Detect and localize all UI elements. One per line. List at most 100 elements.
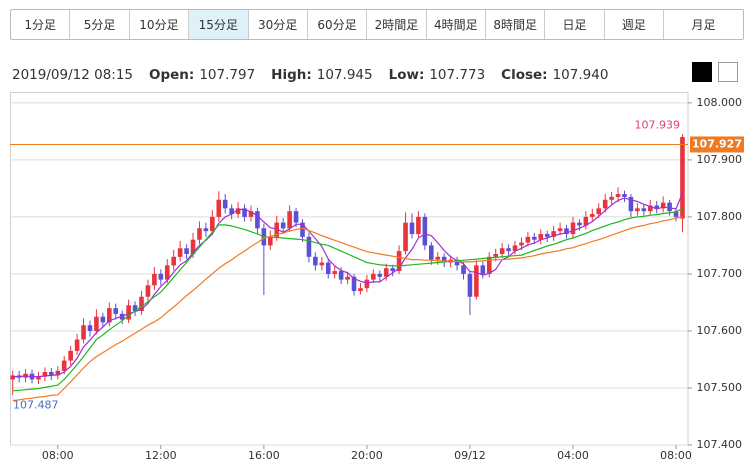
x-tick-label: 12:00 bbox=[145, 449, 177, 462]
candle-body bbox=[248, 211, 254, 217]
candle-body bbox=[371, 273, 376, 280]
candle-body bbox=[158, 273, 164, 280]
tab[interactable]: 日足 bbox=[545, 10, 605, 39]
candle-body bbox=[10, 375, 15, 380]
candle-body bbox=[293, 211, 299, 223]
x-tick-label: 20:00 bbox=[351, 449, 383, 462]
x-tick-label: 04:00 bbox=[557, 449, 589, 462]
candle-body bbox=[609, 196, 614, 200]
candle-body bbox=[506, 248, 511, 252]
candle-body bbox=[210, 216, 215, 232]
candle-body bbox=[68, 350, 73, 361]
candle-body bbox=[615, 194, 621, 197]
candle-body bbox=[429, 245, 434, 260]
field-value: 107.945 bbox=[316, 67, 373, 83]
candle-body bbox=[454, 259, 460, 266]
moving-average bbox=[12, 192, 684, 378]
candle-body bbox=[74, 339, 80, 351]
y-tick-label: 107.800 bbox=[697, 210, 743, 223]
candle-body bbox=[61, 360, 67, 371]
candle-body bbox=[222, 199, 228, 209]
tab[interactable]: 5分足 bbox=[70, 10, 130, 39]
candle-body bbox=[377, 273, 383, 277]
candle-body bbox=[280, 222, 286, 229]
candle-body bbox=[493, 253, 498, 257]
y-tick-label: 108.000 bbox=[697, 96, 743, 109]
candle-body bbox=[235, 208, 241, 215]
candle-body bbox=[351, 276, 357, 292]
candle-body bbox=[338, 271, 344, 280]
candle-body bbox=[590, 214, 595, 217]
tab[interactable]: 10分足 bbox=[130, 10, 190, 39]
candle-body bbox=[396, 251, 402, 272]
candle-body bbox=[216, 199, 222, 217]
tab[interactable]: 8時間足 bbox=[486, 10, 546, 39]
candle-body bbox=[525, 236, 531, 243]
candle-body bbox=[358, 288, 363, 292]
candle-body bbox=[403, 222, 408, 252]
candle-body bbox=[268, 236, 273, 246]
field-value: 107.940 bbox=[552, 67, 609, 83]
tab[interactable]: 15分足 bbox=[189, 10, 249, 39]
moving-average bbox=[12, 207, 683, 392]
candle-body bbox=[647, 205, 653, 212]
candle-body bbox=[602, 199, 608, 209]
candle-body bbox=[132, 305, 138, 311]
candle-body bbox=[306, 236, 312, 257]
candle-body bbox=[81, 325, 86, 340]
tab[interactable]: 2時間足 bbox=[367, 10, 427, 39]
tab[interactable]: 1分足 bbox=[11, 10, 71, 39]
candle-body bbox=[673, 211, 679, 217]
tab[interactable]: 月足 bbox=[691, 18, 716, 32]
candle-body bbox=[596, 208, 602, 215]
ohlc-info: 2019/09/12 08:15 Open: 107.797 High: 107.94… bbox=[12, 67, 608, 83]
candle-body bbox=[94, 316, 99, 331]
candle-body bbox=[467, 273, 473, 297]
x-tick-label: 08:00 bbox=[42, 449, 74, 462]
candle-body bbox=[42, 372, 48, 377]
candle-body bbox=[184, 248, 189, 254]
current-price-box bbox=[690, 136, 744, 153]
candle-body bbox=[126, 305, 131, 320]
candle-body bbox=[570, 222, 576, 234]
dark-theme-button[interactable] bbox=[692, 62, 712, 82]
candle-body bbox=[255, 211, 260, 229]
y-tick-label: 107.600 bbox=[697, 324, 743, 337]
candle-body bbox=[87, 325, 93, 331]
max-annotation: 107.939 bbox=[635, 119, 681, 132]
tab[interactable]: 4時間足 bbox=[427, 10, 486, 39]
candle-body bbox=[152, 273, 157, 286]
candle-body bbox=[177, 248, 183, 257]
tab[interactable]: 30分足 bbox=[249, 10, 308, 39]
plot-frame bbox=[10, 92, 689, 446]
candle-body bbox=[583, 216, 589, 226]
candle-body bbox=[203, 228, 209, 232]
candle-body bbox=[416, 216, 421, 234]
candle-body bbox=[577, 222, 582, 226]
candle-body bbox=[55, 370, 61, 376]
tab[interactable]: 週足 bbox=[605, 10, 665, 39]
candle-body bbox=[480, 265, 486, 274]
candle-body bbox=[145, 285, 151, 297]
field-label: Low: bbox=[388, 67, 425, 83]
candle-body bbox=[557, 228, 563, 232]
candle-body bbox=[564, 228, 569, 234]
candle-body bbox=[551, 231, 556, 237]
x-tick-label: 16:00 bbox=[248, 449, 280, 462]
field-label: Close: bbox=[501, 67, 548, 83]
candle-body bbox=[313, 256, 318, 266]
candle-body bbox=[164, 265, 170, 280]
candle-body bbox=[171, 256, 176, 266]
light-theme-button[interactable] bbox=[718, 62, 738, 82]
candle-body bbox=[49, 372, 54, 376]
tab[interactable]: 60分足 bbox=[308, 10, 368, 39]
candle-body bbox=[474, 265, 479, 297]
candle-body bbox=[409, 222, 415, 234]
candle-body bbox=[345, 276, 350, 280]
candle-body bbox=[332, 271, 337, 274]
current-price-label: 107.927 bbox=[692, 137, 742, 150]
x-tick-label: 09/12 bbox=[454, 449, 486, 462]
candle-body bbox=[242, 208, 247, 217]
candle-body bbox=[287, 211, 292, 229]
